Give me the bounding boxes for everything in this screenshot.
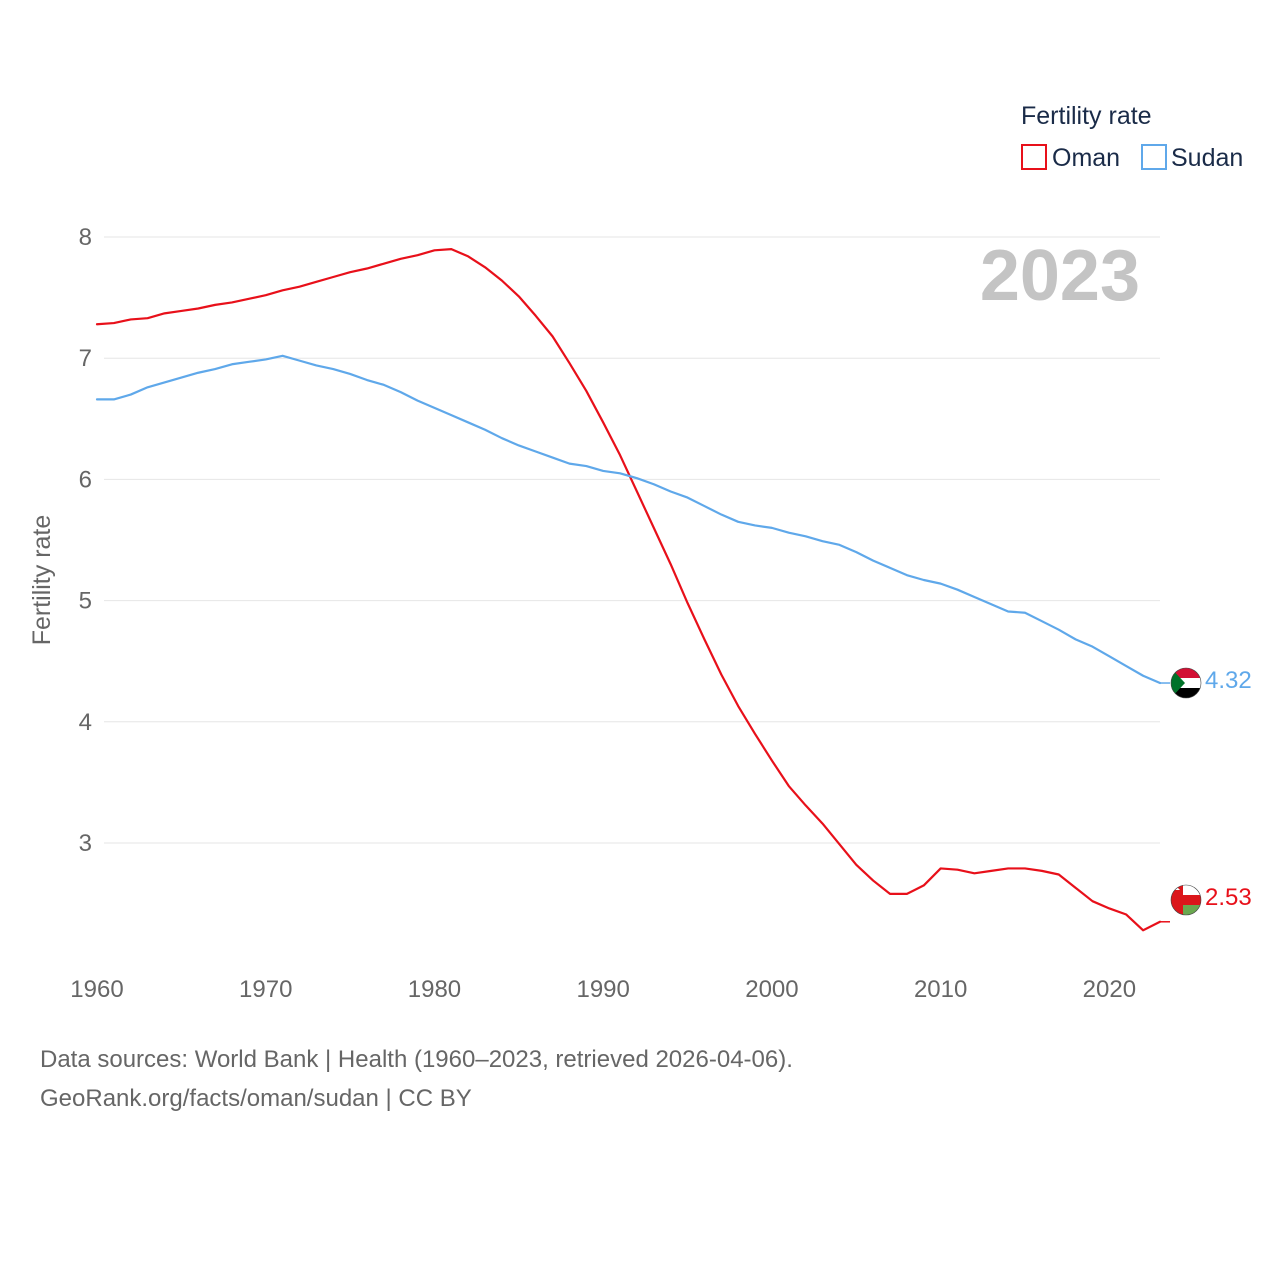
sudan-flag-icon <box>1170 667 1202 699</box>
series-lines <box>95 248 1170 932</box>
y-tick-label-4: 4 <box>79 709 92 736</box>
year-label: 2023 <box>980 236 1140 316</box>
legend-item-oman[interactable]: Oman <box>1021 144 1120 172</box>
legend-swatch-oman <box>1021 144 1047 170</box>
y-tick-label-7: 7 <box>79 345 92 372</box>
y-tick-label-3: 3 <box>79 830 92 857</box>
axes: 3 4 5 6 7 8 1960 1970 1980 1990 2000 2010 2020 <box>70 224 1136 1003</box>
x-tick-label-1960: 1960 <box>70 976 123 1003</box>
x-tick-label-1980: 1980 <box>408 976 461 1003</box>
legend-title: Fertility rate <box>1021 102 1152 130</box>
legend-label-sudan: Sudan <box>1171 144 1243 172</box>
legend-swatch-sudan <box>1141 144 1167 170</box>
y-tick-label-5: 5 <box>79 588 92 615</box>
data-source-note: Data sources: World Bank | Health (1960–… <box>40 1046 793 1073</box>
x-tick-label-1970: 1970 <box>239 976 292 1003</box>
y-tick-label-8: 8 <box>79 224 92 251</box>
oman-flag-icon <box>1170 884 1202 916</box>
x-tick-label-2000: 2000 <box>745 976 798 1003</box>
x-tick-label-2020: 2020 <box>1083 976 1136 1003</box>
y-axis-title: Fertility rate <box>28 515 56 646</box>
oman-end-value: 2.53 <box>1205 884 1252 911</box>
series-line-sudan <box>95 354 1162 685</box>
series-line-oman <box>95 248 1162 932</box>
sudan-end-value: 4.32 <box>1205 667 1252 694</box>
legend-item-sudan[interactable]: Sudan <box>1141 144 1243 172</box>
legend-label-oman: Oman <box>1052 144 1120 172</box>
attribution-link[interactable]: GeoRank.org/facts/oman/sudan | CC BY <box>40 1085 472 1112</box>
x-tick-label-2010: 2010 <box>914 976 967 1003</box>
legend: Fertility rate Oman Sudan <box>1021 102 1243 172</box>
x-tick-label-1990: 1990 <box>576 976 629 1003</box>
gridlines <box>104 236 1160 844</box>
y-tick-label-6: 6 <box>79 466 92 493</box>
